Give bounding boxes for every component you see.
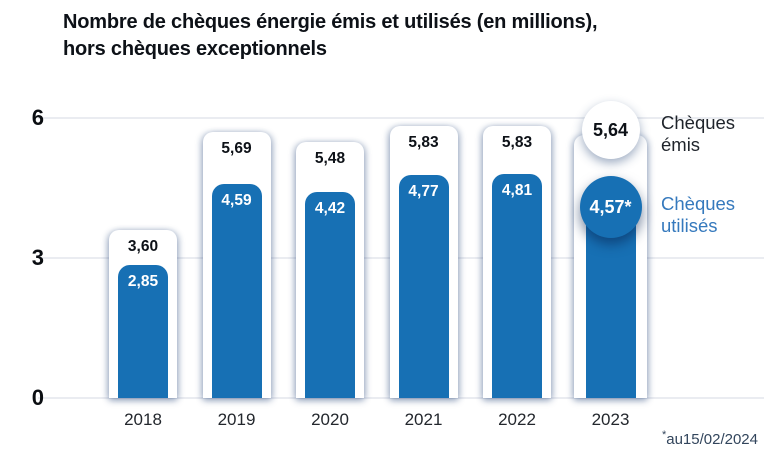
used-value-label-2022: 4,81: [501, 181, 533, 199]
footnote-asterisk: *: [661, 429, 667, 441]
emitted-value-label-2018: 3,60: [127, 238, 159, 255]
footnote-text: au15/02/2024: [666, 431, 758, 448]
gridline-y0: [38, 397, 764, 399]
legend-item-cheques-emis: Chèques émis: [661, 112, 736, 155]
emitted-value-label-2020: 5,48: [314, 150, 346, 168]
legend-item-cheques-utilises: Chèques utilisés: [661, 193, 736, 236]
footnote: *au15/02/2024: [662, 429, 758, 448]
used-bar-2020: [305, 191, 355, 398]
x-axis-label-2022: 2022: [498, 410, 536, 429]
y-axis-label-0: 0: [31, 385, 44, 410]
chart-title-line1: Nombre de chèques énergie émis et utilis…: [63, 11, 598, 33]
x-axis-label-2023: 2023: [591, 410, 630, 429]
x-axis-label-2018: 2018: [124, 410, 162, 429]
used-bar-2018: [118, 265, 168, 398]
y-axis-label-6: 6: [31, 105, 44, 130]
used-value-label-2021: 4,77: [408, 183, 439, 201]
emitted-value-label-2022: 5,83: [501, 133, 533, 151]
used-circle-2023: 4,57*: [579, 176, 642, 238]
chart-title-line2: hors chèques exceptionnels: [63, 38, 327, 60]
used-value-label-2020: 4,42: [314, 199, 346, 217]
used-value-label-2018: 2,85: [127, 273, 159, 290]
x-axis-label-2019: 2019: [217, 410, 256, 429]
emitted-value-label-2019: 5,69: [221, 140, 252, 158]
y-axis-label-3: 3: [31, 245, 44, 270]
used-bar-2019: [211, 183, 262, 398]
used-bar-2021: [398, 175, 449, 398]
x-axis-label-2021: 2021: [404, 410, 443, 429]
used-bar-2023: [585, 207, 636, 398]
emitted-value-label-2021: 5,83: [408, 133, 439, 151]
x-axis-label-2020: 2020: [311, 410, 349, 429]
emitted-circle-2023: 5,64: [581, 101, 640, 159]
gridline-y6: [38, 117, 764, 119]
chart-title: Nombre de chèques énergie émis et utilis…: [63, 9, 723, 63]
used-value-label-2019: 4,59: [221, 191, 252, 209]
used-bar-2022: [492, 173, 542, 398]
